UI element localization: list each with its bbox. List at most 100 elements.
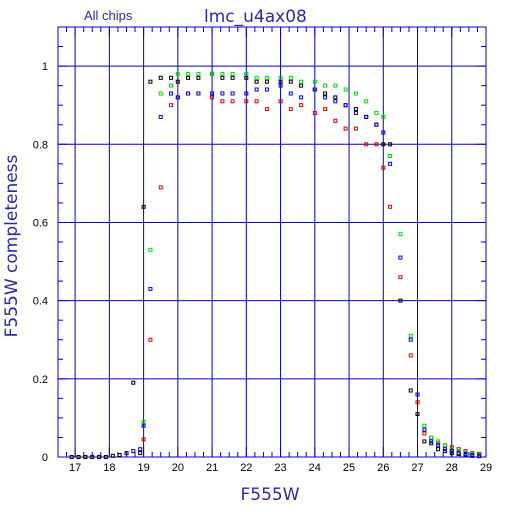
data-point-blue — [299, 95, 304, 100]
data-point-blue — [415, 392, 420, 397]
data-point-black — [244, 75, 249, 80]
data-point-green — [148, 247, 153, 252]
data-point-black — [124, 451, 129, 456]
x-tick-label: 21 — [206, 462, 218, 474]
chart-subtitle: All chips — [84, 8, 133, 23]
data-point-black — [158, 75, 163, 80]
data-point-blue — [264, 87, 269, 92]
data-point-blue — [210, 91, 215, 96]
data-point-blue — [381, 130, 386, 135]
data-point-blue — [230, 91, 235, 96]
data-point-red — [230, 99, 235, 104]
data-point-green — [141, 419, 146, 424]
data-point-green — [374, 111, 379, 115]
data-point-red — [244, 99, 249, 104]
data-point-green — [323, 83, 328, 88]
data-point-blue — [254, 87, 259, 92]
data-point-red — [408, 353, 413, 358]
data-point-blue — [333, 99, 338, 104]
data-point-blue — [429, 439, 434, 444]
data-point-green — [244, 71, 249, 76]
data-point-red — [343, 126, 348, 131]
data-point-black — [323, 91, 328, 96]
data-point-black — [230, 75, 235, 80]
data-point-black — [388, 142, 393, 147]
data-point-blue — [364, 114, 369, 119]
data-point-black — [278, 79, 283, 84]
data-point-green — [278, 75, 283, 80]
data-point-black — [254, 79, 259, 84]
data-point-red — [299, 103, 304, 108]
y-tick-label: 0.4 — [33, 296, 48, 308]
data-point-black — [288, 79, 293, 84]
data-point-blue — [141, 423, 146, 428]
data-point-red — [374, 142, 379, 147]
data-point-black — [90, 455, 95, 459]
data-point-green — [429, 435, 434, 440]
axis-tick-labels: 17 18 19 20 21 22 23 24 25 26 27 28 29 0 0.2 0.4 0.6 0.8 1 — [33, 61, 492, 474]
y-tick-label: 1 — [42, 61, 48, 73]
data-point-black — [415, 412, 420, 416]
data-point-blue — [442, 447, 447, 452]
data-point-blue — [196, 91, 201, 96]
data-points — [69, 71, 482, 459]
data-point-blue — [220, 91, 225, 96]
data-point-blue — [449, 449, 454, 454]
data-point-black — [422, 439, 427, 444]
data-point-blue — [353, 111, 358, 115]
data-point-black — [299, 83, 304, 88]
data-point-green — [158, 91, 163, 96]
data-point-blue — [148, 286, 153, 291]
y-tick-label: 0.8 — [33, 139, 48, 151]
data-point-green — [408, 333, 413, 338]
data-point-blue — [422, 427, 427, 432]
data-point-black — [333, 95, 338, 100]
data-point-green — [299, 79, 304, 84]
data-point-red — [288, 107, 293, 112]
data-point-black — [83, 455, 88, 459]
data-point-green — [312, 79, 317, 84]
data-point-red — [415, 400, 420, 405]
data-point-red — [141, 437, 146, 442]
x-axis-label: F555W — [240, 485, 299, 505]
plot-frame — [57, 26, 487, 458]
grid-lines — [58, 27, 487, 458]
data-point-blue — [323, 95, 328, 100]
data-point-red — [398, 275, 403, 280]
data-point-green — [381, 114, 386, 119]
data-point-blue — [456, 451, 461, 456]
data-point-blue — [343, 103, 348, 108]
data-point-red — [381, 165, 386, 170]
data-point-blue — [158, 114, 163, 119]
data-point-green — [353, 91, 358, 96]
x-tick-label: 18 — [103, 462, 115, 474]
data-point-blue — [138, 447, 143, 452]
data-point-blue — [398, 255, 403, 260]
data-point-red — [364, 142, 369, 147]
data-point-green — [364, 99, 369, 104]
data-point-green — [230, 71, 235, 76]
data-point-red — [353, 126, 358, 131]
data-point-blue — [169, 91, 173, 96]
data-point-black — [436, 447, 441, 452]
x-tick-label: 19 — [137, 462, 149, 474]
x-tick-label: 17 — [69, 462, 81, 474]
y-tick-label: 0 — [42, 452, 48, 464]
data-point-green — [220, 71, 225, 76]
data-point-blue — [470, 453, 475, 457]
data-point-green — [436, 439, 441, 444]
data-point-green — [388, 154, 393, 158]
data-point-blue — [186, 91, 191, 96]
data-point-blue — [374, 122, 379, 127]
plot-border — [57, 26, 487, 458]
data-point-red — [264, 107, 269, 112]
data-point-blue — [244, 91, 249, 96]
data-point-red — [210, 95, 215, 100]
x-tick-label: 26 — [377, 462, 389, 474]
x-tick-label: 22 — [240, 462, 252, 474]
data-point-green — [254, 75, 259, 80]
data-point-blue — [312, 87, 317, 92]
data-point-red — [278, 99, 283, 104]
data-point-green — [264, 75, 269, 80]
